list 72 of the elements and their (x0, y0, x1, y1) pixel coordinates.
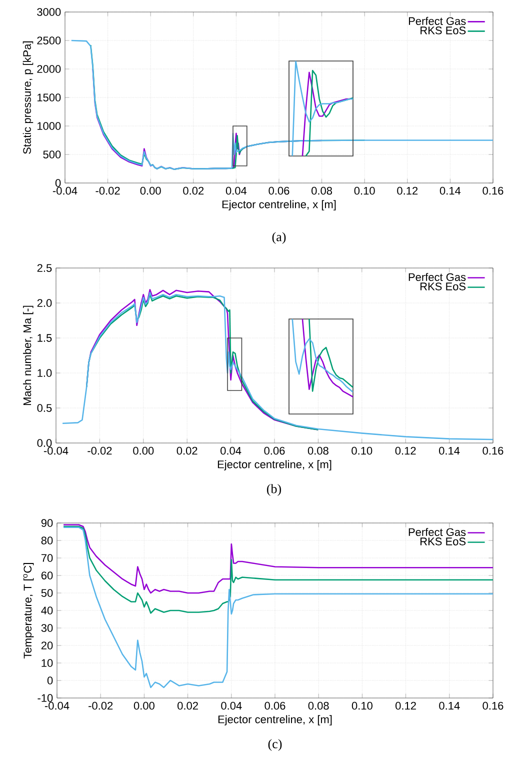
y-tick-label: 40 (41, 606, 53, 614)
legend-label: Perfect Gas (408, 16, 466, 25)
y-axis-title: Temperature, T [$^{o}$C] (23, 563, 34, 658)
y-tick-label: 1000 (37, 122, 61, 130)
y-tick-label: 0 (47, 676, 53, 684)
x-tick-label: 0.00 (133, 446, 154, 455)
legend-label: Perfect Gas (408, 272, 466, 282)
x-tick-label: -0.04 (44, 702, 70, 710)
x-tick-label: 0.16 (482, 702, 504, 710)
x-tick-label: 0.08 (308, 446, 328, 455)
y-tick-label: 2.5 (37, 264, 52, 272)
x-tick-label: -0.04 (52, 186, 78, 195)
x-tick-label: 0.04 (220, 446, 242, 455)
y-tick-label: 70 (41, 554, 53, 562)
legend-label: RKS EoS (420, 26, 466, 34)
y-tick-label: 2000 (37, 65, 61, 73)
y-tick-label: 1.0 (38, 369, 52, 377)
x-tick-label: 0.08 (312, 186, 332, 195)
x-tick-label: 0.14 (439, 702, 460, 710)
y-tick-label: 90 (41, 519, 53, 527)
y-tick-label: 0.5 (37, 404, 52, 412)
x-tick-label: 0.14 (439, 446, 460, 455)
x-tick-label: 0.06 (264, 446, 285, 455)
y-tick-label: 0.0 (37, 439, 52, 447)
x-tick-label: 0.02 (183, 186, 204, 195)
text: (c) (268, 739, 282, 751)
text: (b) (266, 484, 282, 496)
x-tick-label: 0.02 (176, 446, 198, 455)
x-axis-title: Ejector centreline, x [m] (222, 200, 336, 210)
y-tick-label: 80 (41, 536, 53, 544)
x-tick-label: -0.02 (88, 702, 113, 710)
x-tick-label: 0.14 (440, 186, 461, 195)
y-tick-label: 50 (41, 589, 53, 597)
y-tick-label: 30 (41, 624, 53, 632)
x-axis-title: Ejector centreline, x [m] (218, 715, 332, 726)
x-tick-label: 0.00 (134, 702, 154, 710)
y-tick-label: 1500 (37, 94, 61, 102)
x-tick-label: 0.10 (354, 186, 375, 195)
x-axis-title: Ejector centreline, x [m] (218, 460, 332, 470)
x-tick-label: 0.12 (397, 186, 418, 195)
x-tick-label: -0.04 (44, 446, 68, 455)
y-axis-title: Mach number, Ma [-] (23, 306, 34, 406)
legend-label: RKS EoS (420, 538, 466, 546)
x-tick-label: -0.02 (88, 446, 112, 455)
x-tick-label: 0.04 (226, 186, 247, 195)
legend-label: RKS EoS (420, 282, 466, 290)
x-tick-label: 0.04 (221, 702, 242, 710)
text: (a) (272, 232, 286, 244)
x-tick-label: -0.02 (96, 186, 120, 195)
y-tick-label: 2500 (37, 36, 61, 44)
y-tick-label: 2.0 (37, 299, 52, 307)
y-tick-label: 20 (41, 642, 53, 650)
y-tick-label: 60 (41, 572, 53, 580)
x-tick-label: 0.02 (178, 702, 198, 710)
y-tick-label: 0 (55, 179, 61, 187)
x-tick-label: 0.10 (352, 702, 372, 710)
x-tick-label: 0.12 (395, 446, 416, 455)
y-tick-label: -10 (38, 694, 53, 702)
legend-label: Perfect Gas (408, 528, 466, 536)
x-tick-label: 0.08 (308, 702, 329, 710)
x-tick-label: 0.10 (352, 446, 372, 455)
x-tick-label: 0.12 (396, 702, 416, 710)
x-tick-label: 0.16 (482, 186, 504, 195)
y-tick-label: 500 (43, 150, 61, 158)
x-tick-label: 0.06 (268, 186, 290, 195)
y-axis-title: Static pressure, p [kPa] (22, 41, 34, 154)
x-tick-label: 0.16 (482, 446, 504, 455)
y-tick-label: 3000 (37, 8, 61, 16)
y-tick-label: 1.5 (38, 334, 52, 342)
y-tick-label: 10 (42, 659, 53, 667)
x-tick-label: 0.06 (264, 702, 286, 710)
x-tick-label: 0.00 (140, 186, 161, 195)
